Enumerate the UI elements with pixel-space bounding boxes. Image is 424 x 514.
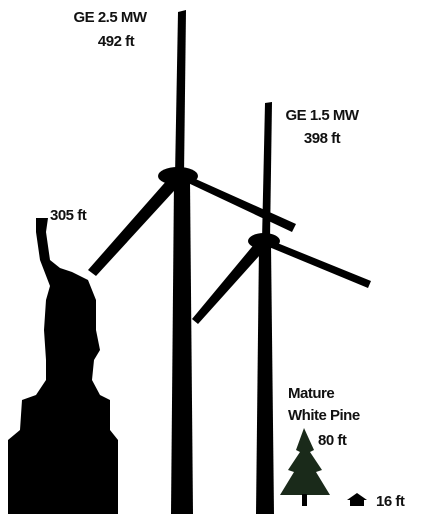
small-turbine-label: GE 1.5 MW xyxy=(285,107,359,124)
large-turbine-label: GE 2.5 MW xyxy=(73,9,147,26)
small-turbine-height: 398 ft xyxy=(304,130,341,147)
house-height: 16 ft xyxy=(376,493,405,510)
statue-height: 305 ft xyxy=(50,207,87,224)
small-turbine xyxy=(192,102,371,514)
large-turbine-height: 492 ft xyxy=(98,33,135,50)
pine-label: White Pine xyxy=(288,407,360,424)
pine-label: Mature xyxy=(288,385,334,402)
house xyxy=(347,493,367,506)
pine-height: 80 ft xyxy=(318,432,347,449)
illustration: GE 2.5 MW 492 ft GE 1.5 MW 398 ft 305 ft… xyxy=(0,0,424,514)
